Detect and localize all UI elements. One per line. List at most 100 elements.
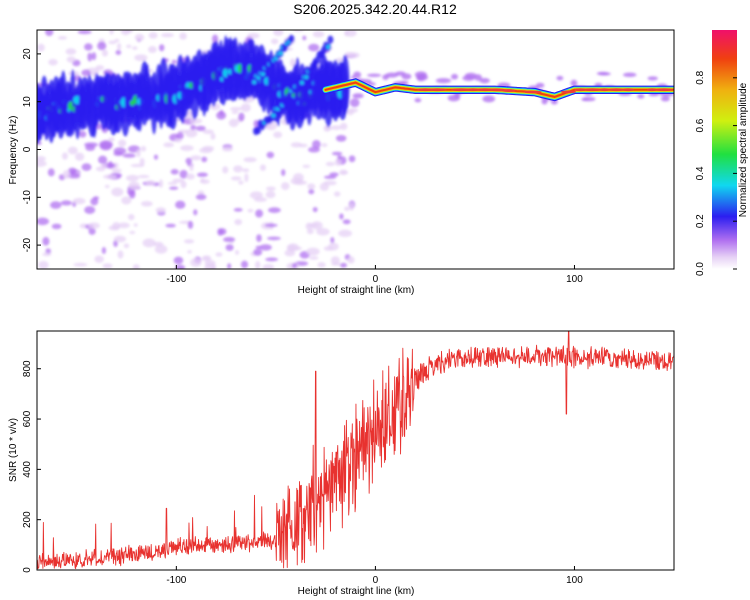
- spectrogram-noise-blob: [331, 151, 343, 156]
- spectrogram-ridge-core: [237, 63, 242, 74]
- spectrogram-noise-blob: [65, 48, 77, 55]
- spectrogram-y-tick-label: -20: [22, 237, 33, 252]
- spectrogram-noise-blob: [234, 219, 243, 226]
- colorbar-label: Normalized spectral amplitude: [738, 82, 749, 217]
- spectrogram-noise-blob: [101, 49, 108, 57]
- spectrogram-noise-blob: [189, 118, 203, 124]
- spectrogram-noise-blob: [302, 164, 311, 169]
- spectrogram-noise-blob: [347, 256, 355, 264]
- spectrogram-noise-blob: [139, 157, 145, 167]
- spectrogram-noise-blob: [265, 186, 276, 191]
- spectrogram-peak-segment: [655, 88, 673, 92]
- spectrogram-noise-blob: [67, 146, 78, 155]
- spectrogram-noise-blob: [183, 239, 195, 244]
- spectrogram-noise-blob: [255, 209, 264, 218]
- spectrogram-noise-blob: [243, 157, 257, 163]
- spectrogram-x-tick-label: 100: [566, 274, 583, 285]
- spectrogram-noise-blob: [244, 173, 249, 183]
- spectrogram-peak-segment: [599, 88, 610, 92]
- spectrogram-noise-blob: [91, 52, 97, 61]
- spectrogram-noise-blob: [118, 139, 127, 147]
- spectrogram-noise-blob: [482, 95, 496, 103]
- spectrogram-noise-blob: [175, 264, 186, 269]
- spectrogram-noise-blob: [122, 153, 136, 158]
- spectrogram-noise-blob: [307, 183, 316, 190]
- spectrogram-noise-blob: [108, 137, 115, 142]
- spectrogram-noise-blob: [193, 209, 198, 216]
- spectrogram-noise-blob: [128, 181, 140, 191]
- spectrogram-noise-blob: [222, 146, 233, 152]
- spectrogram-branch-core: [252, 80, 257, 85]
- spectrogram-noise-blob: [479, 77, 490, 84]
- spectrogram-noise-blob: [172, 178, 184, 183]
- spectrogram-noise-blob: [132, 264, 140, 269]
- spectrogram-noise-blob: [556, 75, 564, 81]
- spectrogram-noise-blob: [195, 194, 207, 201]
- spectrogram-noise-blob: [134, 54, 148, 62]
- spectrogram-noise-blob: [474, 74, 482, 81]
- spectrogram-noise-blob: [330, 237, 335, 244]
- spectrogram-noise-blob: [190, 155, 202, 161]
- spectrogram-noise-blob: [51, 223, 62, 230]
- spectrogram-noise-blob: [133, 223, 138, 227]
- spectrogram-noise-blob: [216, 111, 227, 120]
- spectrogram-noise-blob: [113, 235, 127, 243]
- spectrogram-noise-blob: [175, 200, 186, 209]
- spectrogram-branch-core: [304, 75, 309, 80]
- spectrogram-noise-blob: [273, 131, 283, 139]
- spectrogram-noise-blob: [330, 256, 340, 265]
- spectrogram-noise-blob: [117, 250, 124, 259]
- spectrogram-noise-blob: [73, 262, 88, 267]
- spectrogram-noise-blob: [231, 110, 239, 115]
- spectrogram-noise-blob: [344, 206, 351, 211]
- spectrogram-noise-blob: [330, 125, 342, 130]
- spectrogram-peak-segment: [646, 88, 658, 92]
- spectrogram-noise-blob: [93, 196, 100, 200]
- spectrogram-noise-blob: [113, 151, 124, 156]
- spectrogram-noise-blob: [117, 42, 122, 51]
- spectrogram-peak-segment: [608, 88, 625, 92]
- spectrogram-noise-blob: [129, 230, 136, 235]
- snr-y-axis-label: SNR (10 * v/v): [8, 418, 19, 482]
- spectrogram-noise-blob: [255, 245, 262, 249]
- page-title: S206.2025.342.20.44.R12: [293, 1, 457, 17]
- spectrogram-noise-blob: [334, 158, 342, 166]
- spectrogram-strong-ridge: [321, 78, 674, 102]
- spectrogram-noise-blob: [328, 242, 339, 251]
- spectrogram-noise-blob: [401, 73, 412, 80]
- spectrogram-noise-blob: [68, 167, 77, 174]
- spectrogram-noise-blob: [137, 174, 150, 179]
- colorbar-tick-label: 0.0: [695, 262, 706, 276]
- spectrogram-noise-blob: [238, 112, 245, 122]
- spectrogram-noise-blob: [108, 225, 120, 231]
- spectrogram-noise-blob: [637, 94, 645, 99]
- spectrogram-noise-blob: [256, 234, 262, 243]
- spectrogram-noise-blob: [333, 191, 341, 197]
- spectrogram-noise-blob: [126, 174, 139, 182]
- spectrogram-noise-blob: [114, 38, 120, 43]
- spectrogram-y-tick-label: 0: [22, 146, 33, 152]
- spectrogram-noise-blob: [148, 32, 158, 39]
- spectrogram-noise-blob: [225, 244, 234, 251]
- spectrogram-noise-blob: [307, 223, 319, 228]
- spectrogram-noise-blob: [155, 207, 166, 214]
- spectrogram-noise-blob: [121, 196, 132, 205]
- spectrogram-noise-blob: [123, 243, 130, 249]
- spectrogram-peak-segment: [466, 88, 480, 92]
- spectrogram-noise-blob: [199, 147, 213, 154]
- spectrogram-noise-blob: [179, 169, 188, 179]
- spectrogram-noise-blob: [541, 98, 548, 105]
- spectrogram-peak-segment: [622, 88, 635, 92]
- spectrogram-noise-blob: [309, 256, 319, 260]
- spectrogram-noise-blob: [190, 124, 197, 131]
- spectrogram-noise-blob: [598, 72, 611, 76]
- spectrogram-peak-segment: [487, 88, 506, 92]
- spectrogram-noise-blob: [266, 236, 281, 241]
- spectrogram-noise-blob: [306, 228, 314, 235]
- spectrogram-noise-blob: [38, 260, 49, 269]
- spectrogram-peak-segment: [574, 88, 587, 92]
- spectrogram-noise-blob: [62, 169, 71, 179]
- spectrogram-noise-blob: [353, 71, 362, 79]
- spectrogram-noise-blob: [176, 131, 184, 140]
